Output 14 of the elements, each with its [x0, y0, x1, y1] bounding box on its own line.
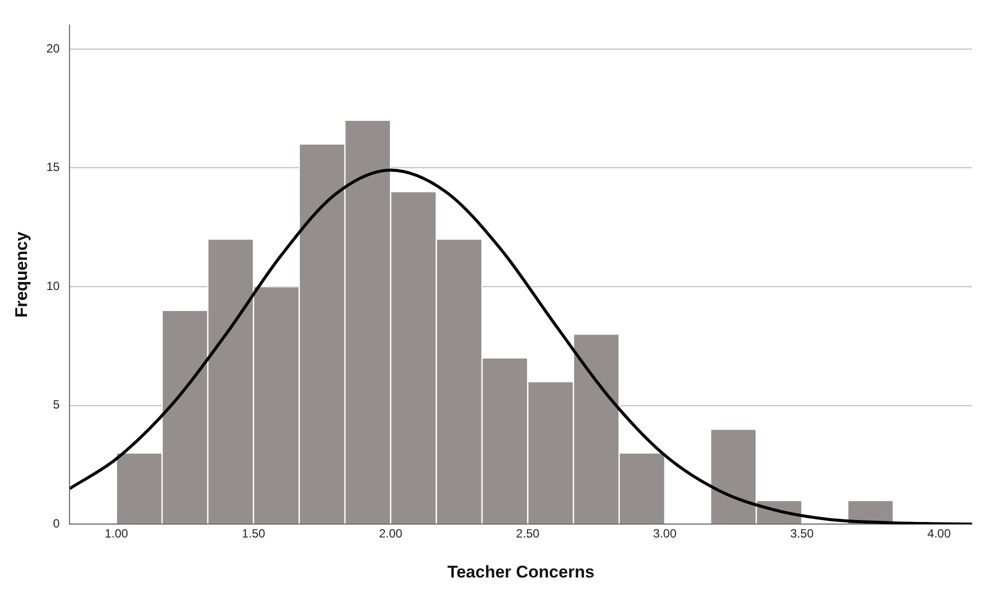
y-tick-label: 10 — [46, 278, 60, 293]
x-tick-label: 2.50 — [516, 526, 540, 541]
x-tick-label: 3.50 — [790, 526, 814, 541]
x-tick-label: 2.00 — [378, 526, 403, 541]
x-tick-label: 4.00 — [927, 526, 952, 541]
x-tick-label: 1.50 — [242, 526, 266, 541]
y-axis-title: Frequency — [12, 231, 31, 318]
y-tick-label: 20 — [46, 41, 60, 56]
x-axis-title: Teacher Concerns — [447, 562, 594, 582]
y-tick-label: 0 — [53, 516, 60, 531]
y-tick-label: 5 — [53, 398, 60, 412]
x-tick-label: 1.00 — [104, 526, 128, 541]
y-tick-label: 15 — [46, 160, 60, 174]
x-tick-label: 3.00 — [653, 526, 677, 541]
